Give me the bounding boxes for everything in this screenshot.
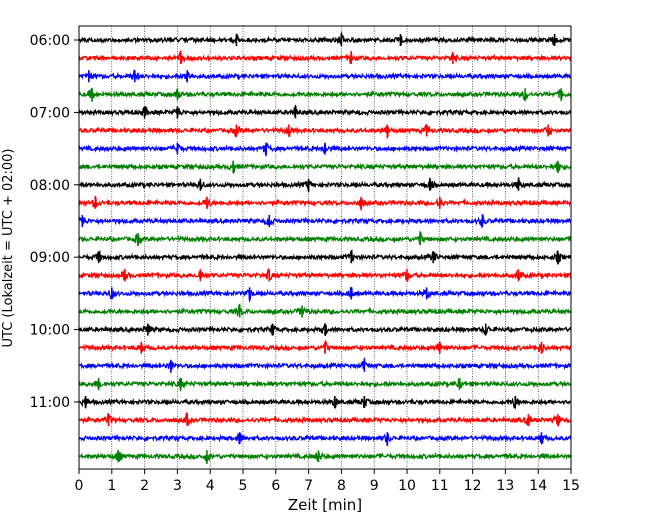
x-tick-label: 6: [271, 478, 280, 494]
trace-line: [78, 323, 572, 336]
trace-line: [78, 32, 572, 46]
trace-line: [78, 378, 572, 392]
x-tick-label: 9: [370, 478, 379, 494]
trace-line: [78, 104, 572, 117]
trace-row: [78, 50, 572, 65]
x-tick-label: 11: [431, 478, 449, 494]
x-axis-ticks: 0 1 2 3 4 5 6 7 8 9 10 11 12 13 14 15: [75, 469, 580, 494]
trace-row: [78, 303, 572, 318]
x-tick-label: 5: [239, 478, 248, 494]
trace-row: [78, 195, 572, 211]
trace-row: [78, 142, 572, 157]
plot-frame: [78, 25, 572, 470]
trace-row: [78, 412, 572, 427]
trace-row: [78, 123, 572, 140]
trace-row: [78, 432, 572, 447]
trace-row: [78, 396, 572, 410]
trace-line: [78, 412, 572, 427]
trace-line: [78, 267, 572, 282]
trace-line: [78, 195, 572, 211]
x-axis-label: Zeit [min]: [288, 496, 362, 514]
trace-line: [78, 450, 572, 464]
x-tick-label: 10: [398, 478, 416, 494]
trace-line: [78, 357, 572, 373]
trace-line: [78, 123, 572, 140]
trace-row: [78, 231, 572, 247]
trace-line: [78, 249, 572, 265]
y-tick-label: 08:00: [30, 178, 70, 194]
trace-line: [78, 69, 572, 82]
x-tick-label: 3: [173, 478, 182, 494]
seismic-traces: [78, 32, 572, 464]
y-tick-label: 09:00: [30, 250, 70, 266]
x-tick-label: 12: [464, 478, 482, 494]
x-tick-label: 14: [529, 478, 547, 494]
trace-line: [78, 162, 572, 175]
trace-row: [78, 357, 572, 373]
trace-row: [78, 87, 572, 102]
trace-row: [78, 377, 572, 392]
trace-row: [78, 177, 572, 193]
x-tick-label: 0: [75, 478, 84, 494]
y-tick-label: 10:00: [30, 323, 70, 339]
x-tick-label: 13: [496, 478, 514, 494]
y-axis-ticks: 06:00 07:00 08:00 09:00 10:00 11:00: [30, 33, 79, 411]
x-tick-label: 1: [107, 478, 116, 494]
trace-row: [78, 69, 572, 83]
y-axis-label: UTC (Lokalzeit = UTC + 02:00): [1, 149, 16, 348]
trace-line: [78, 231, 572, 247]
trace-row: [78, 214, 572, 228]
trace-line: [78, 303, 572, 318]
trace-row: [78, 339, 572, 354]
trace-row: [78, 249, 572, 265]
trace-row: [78, 450, 572, 464]
trace-row: [78, 32, 572, 46]
y-tick-label: 06:00: [30, 33, 70, 49]
trace-row: [78, 287, 572, 304]
trace-line: [78, 87, 572, 102]
x-tick-label: 4: [206, 478, 215, 494]
x-tick-label: 7: [304, 478, 313, 494]
trace-line: [78, 50, 572, 65]
trace-row: [78, 267, 572, 282]
x-tick-label: 15: [562, 478, 580, 494]
x-tick-label: 2: [140, 478, 149, 494]
trace-line: [78, 177, 572, 193]
trace-line: [78, 214, 572, 228]
trace-line: [78, 397, 572, 410]
y-tick-label: 07:00: [30, 105, 70, 121]
trace-line: [78, 287, 572, 304]
trace-line: [78, 432, 572, 447]
trace-row: [78, 323, 572, 336]
y-tick-label: 11:00: [30, 395, 70, 411]
trace-row: [78, 160, 572, 175]
trace-row: [78, 104, 572, 119]
x-tick-label: 8: [337, 478, 346, 494]
